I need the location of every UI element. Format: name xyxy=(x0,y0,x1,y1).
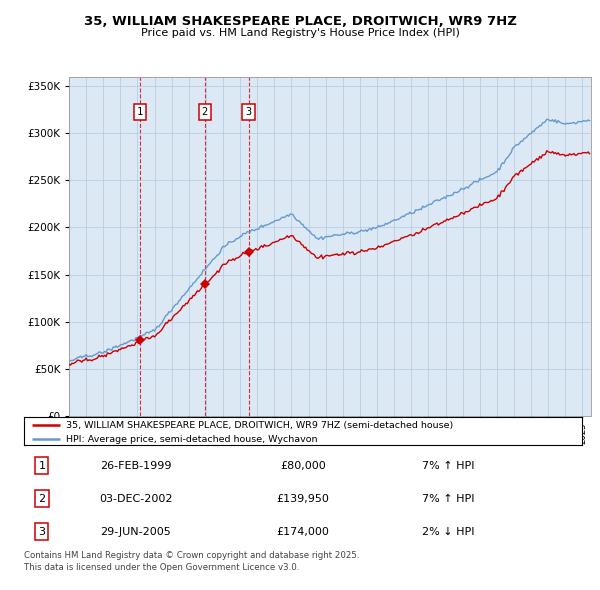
Text: Price paid vs. HM Land Registry's House Price Index (HPI): Price paid vs. HM Land Registry's House … xyxy=(140,28,460,38)
Text: 03-DEC-2002: 03-DEC-2002 xyxy=(99,494,172,503)
Text: 1: 1 xyxy=(137,107,143,117)
Text: 26-FEB-1999: 26-FEB-1999 xyxy=(100,461,172,470)
Text: 35, WILLIAM SHAKESPEARE PLACE, DROITWICH, WR9 7HZ: 35, WILLIAM SHAKESPEARE PLACE, DROITWICH… xyxy=(83,15,517,28)
Text: HPI: Average price, semi-detached house, Wychavon: HPI: Average price, semi-detached house,… xyxy=(66,435,317,444)
Text: 2: 2 xyxy=(38,494,46,503)
Text: 7% ↑ HPI: 7% ↑ HPI xyxy=(422,494,475,503)
Text: 1: 1 xyxy=(38,461,46,470)
Text: £139,950: £139,950 xyxy=(277,494,329,503)
Text: 35, WILLIAM SHAKESPEARE PLACE, DROITWICH, WR9 7HZ (semi-detached house): 35, WILLIAM SHAKESPEARE PLACE, DROITWICH… xyxy=(66,421,453,430)
Text: 2% ↓ HPI: 2% ↓ HPI xyxy=(422,527,475,536)
Text: 7% ↑ HPI: 7% ↑ HPI xyxy=(422,461,475,470)
Text: 3: 3 xyxy=(38,527,46,536)
Text: 2: 2 xyxy=(202,107,208,117)
Text: Contains HM Land Registry data © Crown copyright and database right 2025.
This d: Contains HM Land Registry data © Crown c… xyxy=(24,551,359,572)
Text: £80,000: £80,000 xyxy=(280,461,326,470)
Text: 29-JUN-2005: 29-JUN-2005 xyxy=(100,527,171,536)
Text: 3: 3 xyxy=(245,107,251,117)
Text: £174,000: £174,000 xyxy=(277,527,329,536)
